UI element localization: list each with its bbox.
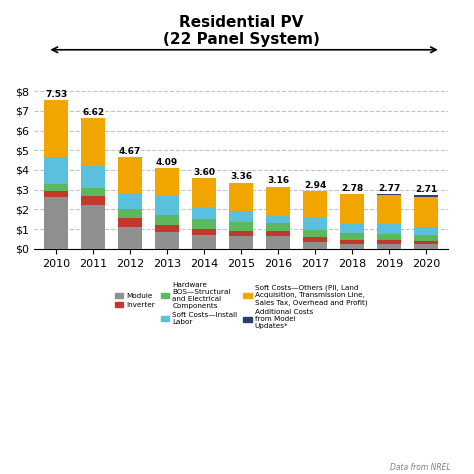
Text: 2.94: 2.94 xyxy=(304,181,326,190)
Text: 2.77: 2.77 xyxy=(378,184,400,193)
Bar xyxy=(303,191,327,219)
Bar xyxy=(414,195,438,197)
Bar xyxy=(192,219,216,229)
Bar xyxy=(303,219,327,230)
Bar xyxy=(44,100,68,156)
Bar xyxy=(266,223,290,231)
Bar xyxy=(229,222,253,231)
Bar xyxy=(266,216,290,223)
Bar xyxy=(303,242,327,249)
Bar xyxy=(118,157,142,194)
Bar xyxy=(118,210,142,218)
Bar xyxy=(155,168,179,196)
Bar xyxy=(303,230,327,237)
Bar xyxy=(155,196,179,215)
Text: 3.36: 3.36 xyxy=(230,173,252,182)
Bar xyxy=(414,197,438,227)
Bar xyxy=(81,205,105,249)
Bar xyxy=(155,225,179,232)
Text: Data from NREL: Data from NREL xyxy=(390,463,450,472)
Text: 3.60: 3.60 xyxy=(193,168,215,177)
Bar xyxy=(340,233,364,239)
Bar xyxy=(192,235,216,249)
Bar xyxy=(377,240,401,244)
Bar xyxy=(340,224,364,233)
Bar xyxy=(229,236,253,249)
Bar xyxy=(414,241,438,244)
Bar xyxy=(44,191,68,197)
Text: 3.16: 3.16 xyxy=(267,176,289,185)
Bar xyxy=(118,218,142,227)
Bar xyxy=(118,194,142,210)
Bar xyxy=(266,187,290,216)
Bar xyxy=(81,188,105,196)
Bar xyxy=(81,118,105,166)
Bar xyxy=(81,166,105,188)
Text: 4.09: 4.09 xyxy=(156,158,178,167)
Bar xyxy=(118,227,142,249)
Bar xyxy=(377,224,401,235)
Bar xyxy=(377,194,401,195)
Bar xyxy=(414,235,438,241)
Bar xyxy=(192,178,216,208)
Legend: Module, Inverter, Hardware
BOS—Structural
and Electrical
Components, Soft Costs—: Module, Inverter, Hardware BOS—Structura… xyxy=(112,279,370,332)
Bar xyxy=(340,194,364,224)
Bar xyxy=(44,156,68,184)
Bar xyxy=(155,232,179,249)
Title: Residential PV
(22 Panel System): Residential PV (22 Panel System) xyxy=(163,15,319,47)
Bar xyxy=(229,182,253,211)
Text: 6.62: 6.62 xyxy=(82,108,104,117)
Bar xyxy=(192,229,216,235)
Bar xyxy=(155,215,179,225)
Bar xyxy=(414,227,438,235)
Bar xyxy=(44,184,68,191)
Bar xyxy=(81,196,105,205)
Text: 2.71: 2.71 xyxy=(415,185,437,194)
Text: 4.67: 4.67 xyxy=(119,146,141,155)
Bar xyxy=(229,211,253,222)
Bar xyxy=(44,197,68,249)
Bar xyxy=(377,244,401,249)
Bar xyxy=(414,244,438,249)
Bar xyxy=(192,208,216,219)
Bar xyxy=(340,244,364,249)
Bar xyxy=(340,239,364,244)
Bar xyxy=(377,235,401,240)
Bar xyxy=(266,231,290,236)
Text: 2.78: 2.78 xyxy=(341,184,363,193)
Bar xyxy=(303,237,327,242)
Bar xyxy=(377,195,401,224)
Bar xyxy=(266,236,290,249)
Bar xyxy=(229,231,253,236)
Text: 7.53: 7.53 xyxy=(45,90,67,99)
